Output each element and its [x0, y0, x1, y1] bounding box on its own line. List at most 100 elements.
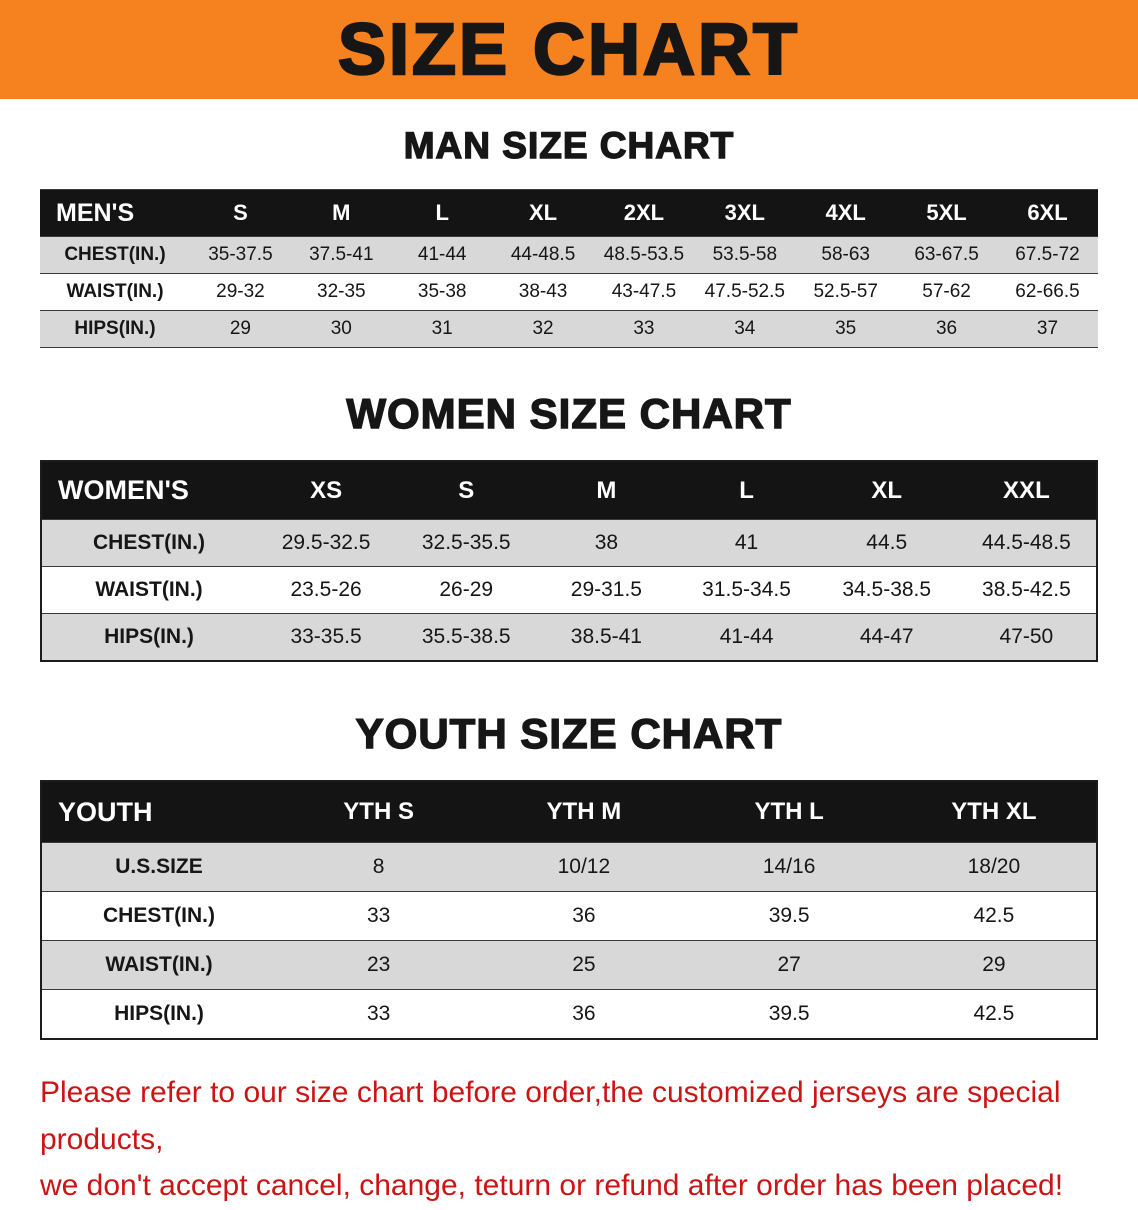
table-row: WAIST(IN.) 29-32 32-35 35-38 38-43 43-47…	[40, 273, 1098, 311]
size-value-cell: 53.5-58	[694, 236, 796, 274]
size-value-cell: 29.5-32.5	[256, 519, 397, 567]
row-label-cell: CHEST(IN.)	[40, 236, 190, 274]
women-table-title-cell: WOMEN'S	[41, 460, 256, 520]
size-value-cell: 44-47	[816, 613, 957, 662]
size-header-cell: S	[396, 460, 537, 520]
size-header-cell: 6XL	[997, 189, 1098, 237]
size-value-cell: 18/20	[891, 842, 1097, 892]
women-section-heading: WOMEN SIZE CHART	[346, 389, 792, 437]
size-value-cell: 32	[492, 310, 594, 348]
table-row: U.S.SIZE 8 10/12 14/16 18/20	[41, 842, 1097, 892]
size-value-cell: 41-44	[676, 613, 817, 662]
size-header-cell: YTH M	[481, 780, 687, 843]
row-label-cell: WAIST(IN.)	[40, 273, 190, 311]
size-header-cell: YTH L	[686, 780, 892, 843]
disclaimer-line-2: we don't accept cancel, change, teturn o…	[40, 1169, 1064, 1202]
size-value-cell: 36	[896, 310, 997, 348]
size-value-cell: 47-50	[956, 613, 1097, 662]
row-label-cell: U.S.SIZE	[41, 842, 276, 892]
row-label-cell: HIPS(IN.)	[40, 310, 190, 348]
size-header-cell: XS	[256, 460, 397, 520]
youth-header-row: YOUTH YTH S YTH M YTH L YTH XL	[41, 780, 1097, 843]
size-header-cell: XL	[816, 460, 957, 520]
size-header-cell: XXL	[956, 460, 1097, 520]
size-value-cell: 38-43	[492, 273, 594, 311]
table-row: HIPS(IN.) 29 30 31 32 33 34 35 36 37	[40, 310, 1098, 348]
size-value-cell: 33	[276, 891, 482, 941]
size-value-cell: 14/16	[686, 842, 892, 892]
size-value-cell: 41	[676, 519, 817, 567]
size-value-cell: 39.5	[686, 891, 892, 941]
size-value-cell: 27	[686, 940, 892, 990]
size-value-cell: 38.5-41	[536, 613, 677, 662]
size-value-cell: 42.5	[891, 891, 1097, 941]
size-value-cell: 23.5-26	[256, 566, 397, 614]
size-value-cell: 62-66.5	[997, 273, 1098, 311]
table-row: CHEST(IN.) 35-37.5 37.5-41 41-44 44-48.5…	[40, 236, 1098, 274]
size-value-cell: 63-67.5	[896, 236, 997, 274]
size-value-cell: 10/12	[481, 842, 687, 892]
size-value-cell: 29	[190, 310, 291, 348]
size-value-cell: 37	[997, 310, 1098, 348]
row-label-cell: HIPS(IN.)	[41, 613, 256, 662]
size-value-cell: 25	[481, 940, 687, 990]
size-value-cell: 32.5-35.5	[396, 519, 537, 567]
row-label-cell: HIPS(IN.)	[41, 989, 276, 1040]
size-header-cell: L	[391, 189, 493, 237]
size-value-cell: 32-35	[290, 273, 392, 311]
banner-title: SIZE CHART	[337, 8, 800, 91]
size-value-cell: 34	[694, 310, 796, 348]
size-header-cell: M	[536, 460, 677, 520]
youth-table-title-cell: YOUTH	[41, 780, 276, 843]
size-value-cell: 35	[795, 310, 897, 348]
size-value-cell: 35.5-38.5	[396, 613, 537, 662]
size-header-cell: XL	[492, 189, 594, 237]
men-size-table: MEN'S S M L XL 2XL 3XL 4XL 5XL 6XL CHEST…	[40, 189, 1098, 348]
row-label-cell: WAIST(IN.)	[41, 566, 256, 614]
size-value-cell: 37.5-41	[290, 236, 392, 274]
men-table-title-cell: MEN'S	[40, 189, 190, 237]
size-value-cell: 44.5	[816, 519, 957, 567]
size-value-cell: 44.5-48.5	[956, 519, 1097, 567]
size-value-cell: 48.5-53.5	[593, 236, 695, 274]
size-value-cell: 47.5-52.5	[694, 273, 796, 311]
row-label-cell: WAIST(IN.)	[41, 940, 276, 990]
size-value-cell: 35-37.5	[190, 236, 291, 274]
size-value-cell: 52.5-57	[795, 273, 897, 311]
size-value-cell: 57-62	[896, 273, 997, 311]
table-row: CHEST(IN.) 33 36 39.5 42.5	[41, 891, 1097, 941]
size-value-cell: 42.5	[891, 989, 1097, 1040]
size-header-cell: 2XL	[593, 189, 695, 237]
table-row: WAIST(IN.) 23.5-26 26-29 29-31.5 31.5-34…	[41, 566, 1097, 614]
size-chart-banner: SIZE CHART	[0, 0, 1138, 99]
size-value-cell: 36	[481, 891, 687, 941]
size-value-cell: 33	[593, 310, 695, 348]
size-value-cell: 35-38	[391, 273, 493, 311]
size-value-cell: 34.5-38.5	[816, 566, 957, 614]
size-value-cell: 31.5-34.5	[676, 566, 817, 614]
size-value-cell: 8	[276, 842, 482, 892]
size-value-cell: 29	[891, 940, 1097, 990]
size-header-cell: YTH S	[276, 780, 482, 843]
table-row: WAIST(IN.) 23 25 27 29	[41, 940, 1097, 990]
row-label-cell: CHEST(IN.)	[41, 519, 256, 567]
size-value-cell: 39.5	[686, 989, 892, 1040]
size-value-cell: 43-47.5	[593, 273, 695, 311]
size-value-cell: 29-32	[190, 273, 291, 311]
size-header-cell: YTH XL	[891, 780, 1097, 843]
size-value-cell: 44-48.5	[492, 236, 594, 274]
size-value-cell: 26-29	[396, 566, 537, 614]
size-header-cell: 3XL	[694, 189, 796, 237]
row-label-cell: CHEST(IN.)	[41, 891, 276, 941]
size-value-cell: 38.5-42.5	[956, 566, 1097, 614]
size-header-cell: S	[190, 189, 291, 237]
youth-size-table: YOUTH YTH S YTH M YTH L YTH XL U.S.SIZE …	[40, 780, 1098, 1040]
size-value-cell: 33-35.5	[256, 613, 397, 662]
size-header-cell: 5XL	[896, 189, 997, 237]
table-row: CHEST(IN.) 29.5-32.5 32.5-35.5 38 41 44.…	[41, 519, 1097, 567]
men-header-row: MEN'S S M L XL 2XL 3XL 4XL 5XL 6XL	[40, 189, 1098, 237]
size-value-cell: 23	[276, 940, 482, 990]
size-value-cell: 67.5-72	[997, 236, 1098, 274]
size-value-cell: 29-31.5	[536, 566, 677, 614]
size-value-cell: 31	[391, 310, 493, 348]
